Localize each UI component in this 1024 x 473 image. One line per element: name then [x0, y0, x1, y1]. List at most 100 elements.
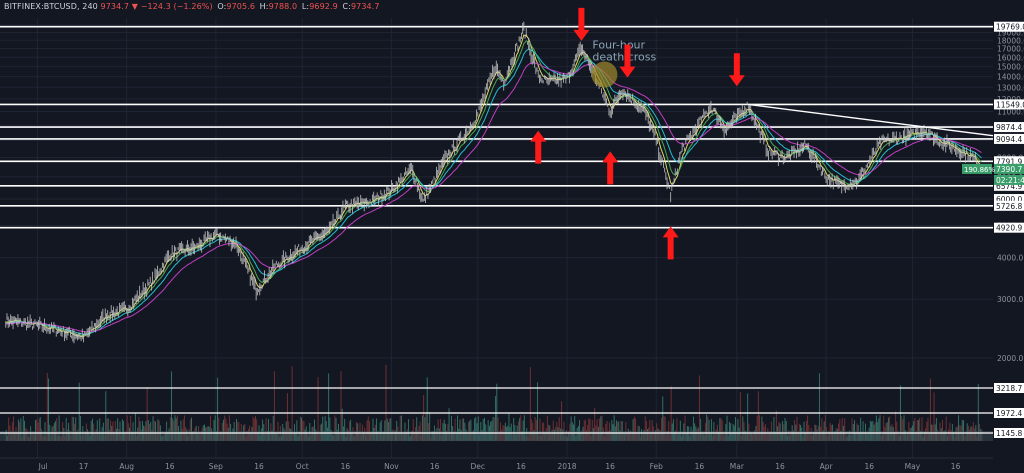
volume-bar [962, 420, 964, 441]
level-label-box [994, 21, 1024, 32]
y-tick-label: 12000.0 [997, 95, 1024, 104]
volume-bar [676, 418, 678, 441]
volume-bar [651, 420, 653, 441]
volume-bar [65, 417, 67, 441]
volume-bar [75, 417, 77, 441]
volume-bar [107, 418, 109, 441]
volume-bar [58, 415, 60, 441]
volume-bar [437, 419, 439, 441]
volume-bar [385, 364, 387, 441]
volume-bar [706, 414, 708, 441]
volume-bar [443, 419, 445, 441]
open-label: O: [217, 2, 227, 11]
volume-bar [141, 420, 143, 441]
x-tick-label: Nov [384, 462, 399, 471]
volume-bar [424, 417, 426, 441]
volume-bar [477, 416, 479, 441]
volume-bar [114, 420, 116, 441]
level-label-box [994, 122, 1024, 133]
level-label: 7791.9 [996, 157, 1022, 166]
y-axis: 2000.03000.04000.05000.06000.07000.08000… [962, 0, 1024, 473]
volume-bar [670, 386, 672, 441]
volume-bar [213, 420, 215, 441]
volume-bar [121, 419, 123, 441]
level-label: 7390.7 [996, 165, 1022, 174]
y-tick-label: 18000.0 [997, 36, 1024, 45]
ma-long-line [5, 62, 982, 333]
volume-bar [883, 415, 885, 441]
volume-bar [228, 415, 230, 441]
volume-bar [635, 418, 637, 441]
volume-bar [390, 418, 392, 441]
volume-bar [497, 417, 499, 441]
volume-bar [225, 418, 227, 441]
level-label: 6574.9 [996, 182, 1022, 191]
volume-bar [902, 419, 904, 441]
volume-bar [692, 416, 694, 441]
volume-bar [48, 378, 50, 441]
volume-bar [191, 417, 193, 441]
volume-bar [153, 420, 155, 441]
volume-bar [851, 418, 853, 441]
volume-bar [645, 420, 647, 441]
volume-bar [169, 417, 171, 441]
volume-bar [386, 418, 388, 441]
volume-bar [782, 420, 784, 441]
volume-bar [299, 416, 301, 441]
volume-bar [376, 418, 378, 441]
volume-bar [531, 419, 533, 441]
volume-bar [664, 416, 666, 441]
volume-bar [520, 415, 522, 441]
volume-bar [589, 419, 591, 441]
volume-bar [785, 420, 787, 441]
countdown-label: 02:21:45 [996, 176, 1024, 185]
volume-bar [459, 419, 461, 441]
volume-bar [633, 416, 635, 441]
volume-bar [537, 382, 539, 441]
volume-bar [400, 415, 402, 441]
volume-bar [513, 418, 515, 441]
volume-bar [747, 393, 749, 441]
volume-bar [461, 418, 463, 441]
level-label: 4920.9 [996, 224, 1022, 233]
volume-bar [344, 418, 346, 441]
volume-bar [841, 417, 843, 441]
y-tick-label: 13000.0 [997, 83, 1024, 92]
volume-bar [334, 415, 336, 441]
volume-bar [286, 393, 288, 441]
volume-bar [236, 418, 238, 441]
volume-bar [887, 417, 889, 441]
volume-bar [17, 419, 19, 441]
volume-bar [296, 420, 298, 441]
volume-bar [487, 420, 489, 441]
volume-bar [496, 383, 498, 441]
volume-bar [138, 417, 140, 441]
volume-bar [492, 416, 494, 441]
volume-bar [574, 415, 576, 441]
up-arrow-icon [530, 130, 547, 164]
x-tick-label: 16 [341, 462, 351, 471]
volume-bar [921, 417, 923, 441]
y-tick-label: 14000.0 [997, 73, 1024, 82]
down-arrow-icon [573, 7, 590, 41]
volume-label: 1145.8 [996, 429, 1022, 438]
volume-bar [426, 377, 428, 441]
down-arrow-icon [728, 53, 745, 87]
volume-bar [454, 418, 456, 441]
volume-bar [429, 412, 431, 441]
x-tick-label: 16 [864, 462, 874, 471]
level-label: 19769.0 [996, 23, 1024, 32]
volume-bar [558, 417, 560, 441]
volume-bar [20, 418, 22, 441]
x-tick-label: 16 [165, 462, 175, 471]
volume-bar [56, 418, 58, 441]
volume-bar [46, 373, 48, 441]
volume-bar [474, 418, 476, 441]
low-label: L: [301, 2, 310, 11]
volume-bar [854, 420, 856, 441]
volume-bar [126, 415, 128, 441]
volume-bar [710, 419, 712, 441]
volume-bar [183, 415, 185, 441]
